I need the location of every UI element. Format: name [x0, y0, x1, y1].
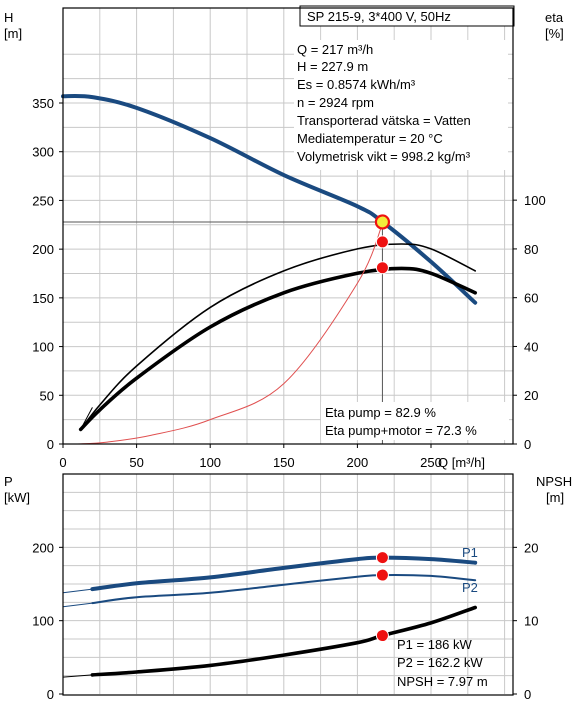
top-y-left-tick-label: 0: [47, 437, 54, 452]
bottom-plot-frame: [62, 473, 514, 696]
top-y-left-tick-label: 300: [32, 145, 54, 160]
top-y-right-tick-label: 60: [524, 291, 538, 306]
p2-curve: [91, 574, 477, 605]
top-y-right-tick-label: 0: [524, 437, 531, 452]
bottom-y-left-tick-label: 0: [47, 687, 54, 702]
p1-marker: [375, 551, 389, 565]
title-box: [299, 5, 515, 27]
top-x-axis-label: Q [m³/h]: [438, 455, 485, 470]
eta-pump-motor-label: Eta pump+motor = 72.3 %: [325, 423, 477, 438]
top-y-left-tick-label: 100: [32, 340, 54, 355]
info-line-es: Es = 0.8574 kWh/m³: [297, 77, 416, 92]
system-curve: [77, 223, 383, 445]
top-y-right-tick-label: 100: [524, 193, 546, 208]
bottom-left-axis-unit: [kW]: [4, 490, 30, 505]
top-tick-labels: 0 50 100 150 200 250 0 50 100 150 200 250 300 350 0 20 4…: [32, 96, 545, 470]
duty-point-marker: [374, 214, 391, 230]
top-y-right-tick-label: 40: [524, 339, 538, 354]
top-left-axis-name: H: [4, 10, 13, 25]
bottom-right-axis-unit: [m]: [546, 490, 564, 505]
p1-curve-lead: [62, 588, 93, 594]
info-line-q: Q = 217 m³/h: [297, 42, 373, 57]
top-y-left-tick-label: 200: [32, 242, 54, 257]
info-box: [294, 40, 508, 170]
info-line-n: n = 2924 rpm: [297, 95, 374, 110]
top-y-right-tick-label: 20: [524, 388, 538, 403]
eta-curve-tail: [80, 407, 93, 430]
top-right-axis-name: eta: [545, 10, 564, 25]
bottom-y-right-tick-label: 20: [524, 540, 538, 555]
top-x-tick-label: 200: [347, 455, 369, 470]
eta-pump-curve: [79, 243, 476, 431]
p2-curve-lead: [62, 602, 93, 608]
info-line-p1: P1 = 186 kW: [397, 637, 473, 652]
chart-title: SP 215-9, 3*400 V, 50Hz: [307, 9, 451, 24]
info-line-npsh: NPSH = 7.97 m: [397, 674, 488, 689]
top-y-right-tick-label: 80: [524, 242, 538, 257]
eta-pump-motor-curve: [78, 266, 477, 432]
info-line-h: H = 227.9 m: [297, 59, 368, 74]
top-x-tick-label: 50: [129, 455, 143, 470]
head-curve: [61, 93, 478, 305]
eta-box: [321, 402, 509, 440]
info-line-density: Volymetrisk vikt = 998.2 kg/m³: [297, 149, 471, 164]
eta-pump-marker: [375, 235, 389, 249]
top-left-axis-unit: [m]: [4, 26, 22, 41]
npsh-curve: [90, 605, 477, 677]
p1-curve: [90, 555, 478, 592]
p2-marker: [375, 568, 389, 582]
npsh-curve-lead: [62, 674, 93, 678]
bottom-left-axis-name: P: [4, 474, 13, 489]
top-y-left-tick-label: 150: [32, 291, 54, 306]
top-y-left-tick-label: 350: [32, 96, 54, 111]
top-x-tick-label: 0: [59, 455, 66, 470]
top-y-left-tick-label: 250: [32, 193, 54, 208]
bottom-y-right-tick-label: 10: [524, 614, 538, 629]
top-x-tick-label: 250: [420, 455, 442, 470]
info-line-liquid: Transporterad vätska = Vatten: [297, 113, 471, 128]
npsh-marker: [375, 629, 389, 643]
eta-pump-motor-marker: [375, 261, 389, 275]
bottom-y-left-tick-label: 200: [32, 540, 54, 555]
top-right-axis-unit: [%]: [545, 26, 564, 41]
eta-pump-label: Eta pump = 82.9 %: [325, 405, 436, 420]
top-y-left-tick-label: 50: [40, 388, 54, 403]
p1-series-label: P1: [462, 545, 478, 560]
bottom-series-group: [62, 551, 478, 678]
info-line-p2: P2 = 162.2 kW: [397, 655, 483, 670]
p2-series-label: P2: [462, 580, 478, 595]
bottom-tick-labels: 0 100 200 0 10 20: [32, 540, 538, 702]
top-x-tick-label: 150: [273, 455, 295, 470]
info-line-temperature: Mediatemperatur = 20 °C: [297, 131, 443, 146]
bottom-right-axis-name: NPSH: [536, 474, 572, 489]
top-x-tick-label: 100: [199, 455, 221, 470]
top-plot-frame: [62, 7, 514, 445]
bottom-y-left-tick-label: 100: [32, 614, 54, 629]
bottom-y-right-tick-label: 0: [524, 687, 531, 702]
top-series-group: [61, 93, 478, 445]
